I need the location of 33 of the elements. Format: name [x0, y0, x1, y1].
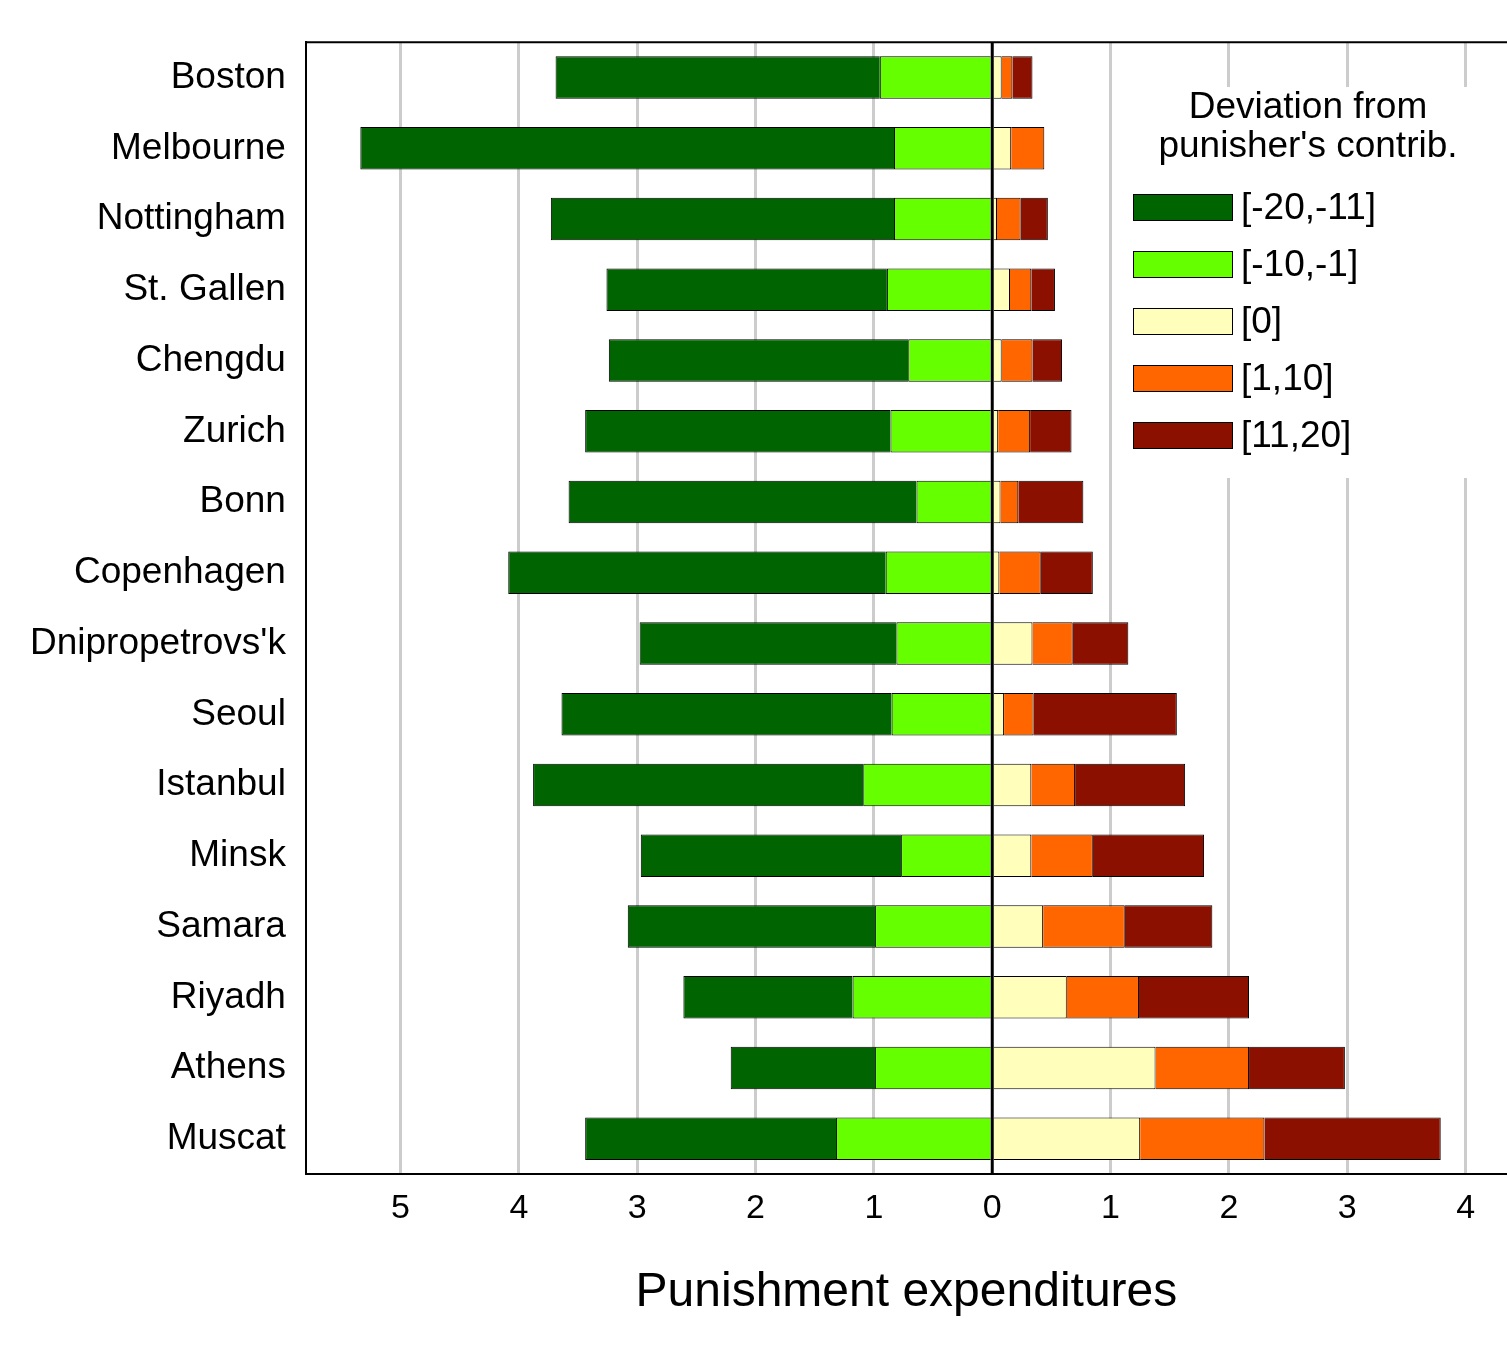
- y-tick-label: Boston: [170, 54, 286, 96]
- y-tick-label: Dnipropetrovs'k: [29, 620, 287, 662]
- y-tick-label: Athens: [170, 1045, 286, 1087]
- y-tick-label: Istanbul: [156, 762, 286, 804]
- y-tick-label: Bonn: [199, 479, 286, 521]
- x-axis-title: Punishment expenditures: [635, 1262, 1178, 1318]
- legend-label: [1,10]: [1241, 356, 1334, 398]
- y-tick-label: Melbourne: [111, 125, 286, 167]
- legend-label: [11,20]: [1241, 413, 1352, 455]
- y-tick-label: Copenhagen: [73, 550, 286, 592]
- y-tick-label: Nottingham: [96, 196, 286, 238]
- x-tick-label: 3: [1337, 1186, 1357, 1225]
- x-tick-label: 2: [746, 1186, 766, 1225]
- x-tick-label: 5: [391, 1186, 411, 1225]
- x-tick-label: 0: [982, 1186, 1002, 1225]
- y-tick-label: Chengdu: [135, 337, 286, 379]
- x-tick-label: 2: [1219, 1186, 1239, 1225]
- y-tick-label: Seoul: [191, 691, 286, 733]
- x-tick-label: 1: [1101, 1186, 1121, 1225]
- x-tick-label: 4: [1456, 1186, 1476, 1225]
- y-tick-label: Muscat: [166, 1116, 287, 1158]
- y-tick-label: Zurich: [183, 408, 286, 450]
- x-tick-label: 4: [509, 1186, 529, 1225]
- legend-title: Deviation from punisher's contrib.: [1157, 85, 1459, 166]
- legend-label: [-20,-11]: [1241, 185, 1377, 227]
- y-tick-label: Riyadh: [170, 974, 286, 1016]
- x-tick-label: 1: [864, 1186, 884, 1225]
- y-tick-label: Minsk: [189, 833, 287, 875]
- x-tick-label: 3: [627, 1186, 647, 1225]
- y-tick-label: St. Gallen: [123, 267, 286, 309]
- legend-label: [0]: [1241, 299, 1283, 341]
- y-tick-label: Samara: [156, 903, 287, 945]
- legend-label: [-10,-1]: [1241, 242, 1359, 284]
